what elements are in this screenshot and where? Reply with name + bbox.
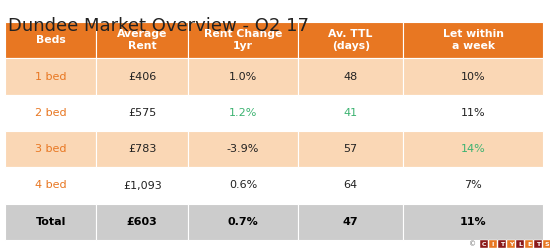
Bar <box>188 58 298 95</box>
Bar <box>516 240 524 248</box>
Text: 10%: 10% <box>461 72 485 82</box>
Text: E: E <box>527 242 531 246</box>
Bar <box>403 22 543 58</box>
Bar <box>543 240 550 248</box>
Text: £575: £575 <box>128 108 156 118</box>
Bar <box>5 131 96 167</box>
Text: T: T <box>500 242 504 246</box>
Text: Y: Y <box>509 242 513 246</box>
Text: 64: 64 <box>344 180 358 190</box>
Bar <box>298 131 403 167</box>
Bar <box>188 204 298 240</box>
Text: 41: 41 <box>344 108 358 118</box>
Bar <box>188 95 298 131</box>
Bar <box>188 131 298 167</box>
Text: Average
Rent: Average Rent <box>117 29 167 51</box>
Text: 0.7%: 0.7% <box>228 217 258 227</box>
Text: 14%: 14% <box>461 144 486 154</box>
Text: £783: £783 <box>128 144 156 154</box>
Text: T: T <box>536 242 540 246</box>
Bar <box>298 167 403 204</box>
Bar <box>403 58 543 95</box>
Text: ©: © <box>469 241 476 247</box>
Bar <box>96 204 188 240</box>
Text: 1.0%: 1.0% <box>229 72 257 82</box>
Text: 1 bed: 1 bed <box>35 72 67 82</box>
Bar <box>534 240 542 248</box>
Bar <box>525 240 533 248</box>
Bar <box>298 95 403 131</box>
Text: S: S <box>544 242 549 246</box>
Text: Let within
a week: Let within a week <box>443 29 504 51</box>
Text: £1,093: £1,093 <box>123 180 162 190</box>
Text: -3.9%: -3.9% <box>227 144 259 154</box>
Bar <box>188 22 298 58</box>
Bar <box>507 240 515 248</box>
Bar <box>298 58 403 95</box>
Text: 0.6%: 0.6% <box>229 180 257 190</box>
Text: 57: 57 <box>344 144 358 154</box>
Text: 48: 48 <box>344 72 358 82</box>
Text: Beds: Beds <box>36 35 65 45</box>
Bar <box>5 58 96 95</box>
Text: £406: £406 <box>128 72 156 82</box>
Text: 4 bed: 4 bed <box>35 180 67 190</box>
Bar <box>96 58 188 95</box>
Text: £603: £603 <box>127 217 157 227</box>
Text: C: C <box>482 242 486 246</box>
Bar <box>96 22 188 58</box>
Text: 2 bed: 2 bed <box>35 108 67 118</box>
Bar <box>188 167 298 204</box>
Text: 47: 47 <box>343 217 359 227</box>
Bar <box>480 240 488 248</box>
Bar <box>489 240 497 248</box>
Text: Total: Total <box>36 217 66 227</box>
Bar <box>96 95 188 131</box>
Text: I: I <box>492 242 494 246</box>
Text: 1.2%: 1.2% <box>229 108 257 118</box>
Bar <box>96 167 188 204</box>
Text: 11%: 11% <box>461 108 485 118</box>
Text: Rent Change
1yr: Rent Change 1yr <box>204 29 282 51</box>
Bar <box>403 95 543 131</box>
Bar <box>298 204 403 240</box>
Bar <box>96 131 188 167</box>
Text: Dundee Market Overview - Q2 17: Dundee Market Overview - Q2 17 <box>8 17 309 35</box>
Text: Av. TTL
(days): Av. TTL (days) <box>328 29 373 51</box>
Bar <box>5 95 96 131</box>
Text: 3 bed: 3 bed <box>35 144 67 154</box>
Bar <box>403 204 543 240</box>
Bar <box>5 22 96 58</box>
Text: 7%: 7% <box>464 180 482 190</box>
Bar <box>498 240 506 248</box>
Text: L: L <box>518 242 522 246</box>
Bar <box>403 167 543 204</box>
Bar <box>5 167 96 204</box>
Bar <box>5 204 96 240</box>
Bar <box>403 131 543 167</box>
Bar <box>298 22 403 58</box>
Text: 11%: 11% <box>460 217 486 227</box>
